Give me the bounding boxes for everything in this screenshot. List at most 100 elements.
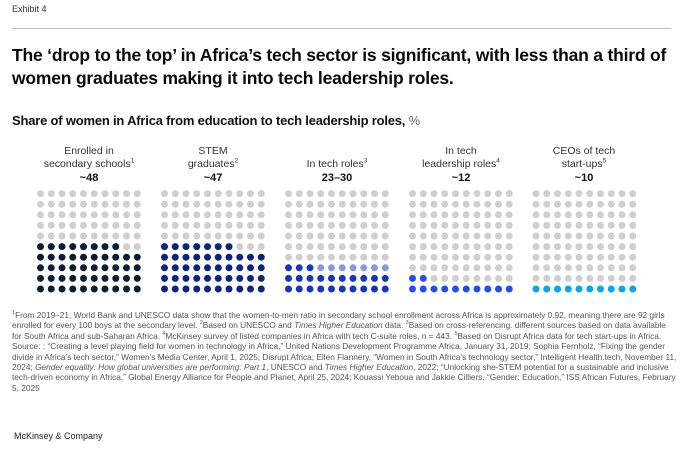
waffle-dot-empty: [204, 232, 211, 240]
waffle-dot-empty: [381, 190, 389, 198]
waffle-dot-empty: [532, 264, 540, 272]
waffle-dot-filled: [161, 253, 168, 261]
waffle-dot-empty: [338, 200, 346, 208]
waffle-dot-empty: [204, 211, 211, 219]
waffle-dot-empty: [257, 190, 265, 198]
waffle-dot-filled: [182, 253, 190, 261]
waffle-dot-empty: [543, 243, 551, 251]
waffle-dot-empty: [161, 200, 168, 208]
waffle-dot-empty: [564, 190, 572, 198]
waffle-dot-filled: [123, 253, 130, 261]
waffle-dot-empty: [618, 190, 626, 198]
waffle-dot-empty: [47, 221, 55, 229]
waffle-dot-empty: [257, 243, 265, 251]
waffle-dot-empty: [295, 232, 303, 240]
waffle-dot-empty: [47, 200, 55, 208]
waffle-dot-filled: [171, 274, 179, 282]
waffle-dot-filled: [225, 253, 233, 261]
waffle-dot-empty: [306, 221, 314, 229]
waffle-dot-filled: [317, 274, 325, 282]
waffle-dot-filled: [171, 253, 179, 261]
waffle-dot-empty: [409, 211, 416, 219]
waffle-dot-empty: [543, 211, 551, 219]
waffle-dot-empty: [554, 190, 561, 198]
waffle-dot-empty: [204, 190, 211, 198]
footnote-marker-1: 1: [12, 310, 16, 317]
waffle-dot-empty: [629, 274, 637, 282]
waffle-dot-empty: [214, 232, 222, 240]
waffle-dot-empty: [430, 190, 438, 198]
waffle-dot-empty: [452, 274, 459, 282]
waffle-dot-empty: [123, 200, 130, 208]
panel-label: In tech roles3: [275, 143, 399, 171]
waffle-dot-filled: [69, 243, 77, 251]
waffle-dot-range: [338, 264, 346, 272]
waffle-dot-empty: [214, 200, 222, 208]
waffle-dot-empty: [495, 253, 502, 261]
waffle-dot-filled: [90, 253, 98, 261]
waffle-dot-empty: [575, 200, 583, 208]
waffle-dot-empty: [586, 200, 594, 208]
waffle-dot-empty: [306, 211, 314, 219]
waffle-dot-empty: [161, 211, 168, 219]
waffle-dot-filled: [193, 243, 201, 251]
panel-label-line2: graduates2: [151, 158, 275, 171]
waffle-dot-empty: [629, 264, 637, 272]
waffle-dot-filled: [495, 285, 502, 293]
waffle-dot-empty: [101, 211, 109, 219]
waffle-dot-empty: [58, 200, 66, 208]
waffle-dot-empty: [554, 243, 561, 251]
waffle-dot-empty: [441, 243, 449, 251]
waffle-dot-empty: [597, 274, 604, 282]
waffle-dot-empty: [575, 211, 583, 219]
waffle-dot-empty: [112, 200, 120, 208]
waffle-dot-filled: [236, 264, 244, 272]
waffle-dot-empty: [193, 211, 201, 219]
waffle-dot-empty: [317, 221, 325, 229]
waffle-dot-filled: [193, 285, 201, 293]
waffle-dot-empty: [236, 190, 244, 198]
waffle-dot-filled: [90, 285, 98, 293]
waffle-dot-empty: [564, 253, 572, 261]
waffle-dot-empty: [317, 253, 325, 261]
waffle-dot-empty: [505, 221, 513, 229]
waffle-dot-filled: [90, 264, 98, 272]
waffle-dot-empty: [306, 253, 314, 261]
waffle-dot-empty: [543, 221, 551, 229]
waffle-dot-filled: [37, 253, 44, 261]
chart-subtitle: Share of women in Africa from education …: [12, 113, 420, 128]
waffle-dot-empty: [69, 221, 77, 229]
waffle-dot-filled: [204, 274, 211, 282]
footnote-marker-4: 4: [162, 331, 166, 338]
waffle-dot-filled: [236, 285, 244, 293]
waffle-dot-empty: [381, 221, 389, 229]
waffle-dot-filled: [225, 274, 233, 282]
waffle-dot-empty: [618, 211, 626, 219]
waffle-dot-empty: [90, 200, 98, 208]
waffle-dot-empty: [473, 211, 481, 219]
waffle-dot-empty: [618, 253, 626, 261]
waffle-dot-empty: [295, 211, 303, 219]
waffle-dot-empty: [532, 190, 540, 198]
waffle-dot-empty: [495, 274, 502, 282]
panel-1: Enrolled in secondary schools1 ~48: [27, 143, 151, 185]
waffle-dot-empty: [473, 232, 481, 240]
panel-value-label: ~48: [79, 172, 99, 184]
waffle-dot-empty: [462, 190, 470, 198]
panel-label-line2: leadership roles4: [399, 158, 523, 171]
waffle-dot-empty: [247, 232, 254, 240]
waffle-dot-empty: [182, 232, 190, 240]
waffle-dot-empty: [360, 211, 368, 219]
waffle-dot-empty: [554, 253, 561, 261]
waffle-dot-empty: [257, 232, 265, 240]
waffle-dot-empty: [101, 190, 109, 198]
waffle-dot-empty: [306, 200, 314, 208]
waffle-dot-filled: [306, 264, 314, 272]
waffle-dot-empty: [371, 211, 378, 219]
waffle-dot-filled: [112, 285, 120, 293]
waffle-dot-empty: [161, 221, 168, 229]
waffle-dot-empty: [225, 232, 233, 240]
waffle-dot-empty: [371, 221, 378, 229]
waffle-dot-empty: [452, 253, 459, 261]
waffle-dot-empty: [484, 274, 492, 282]
